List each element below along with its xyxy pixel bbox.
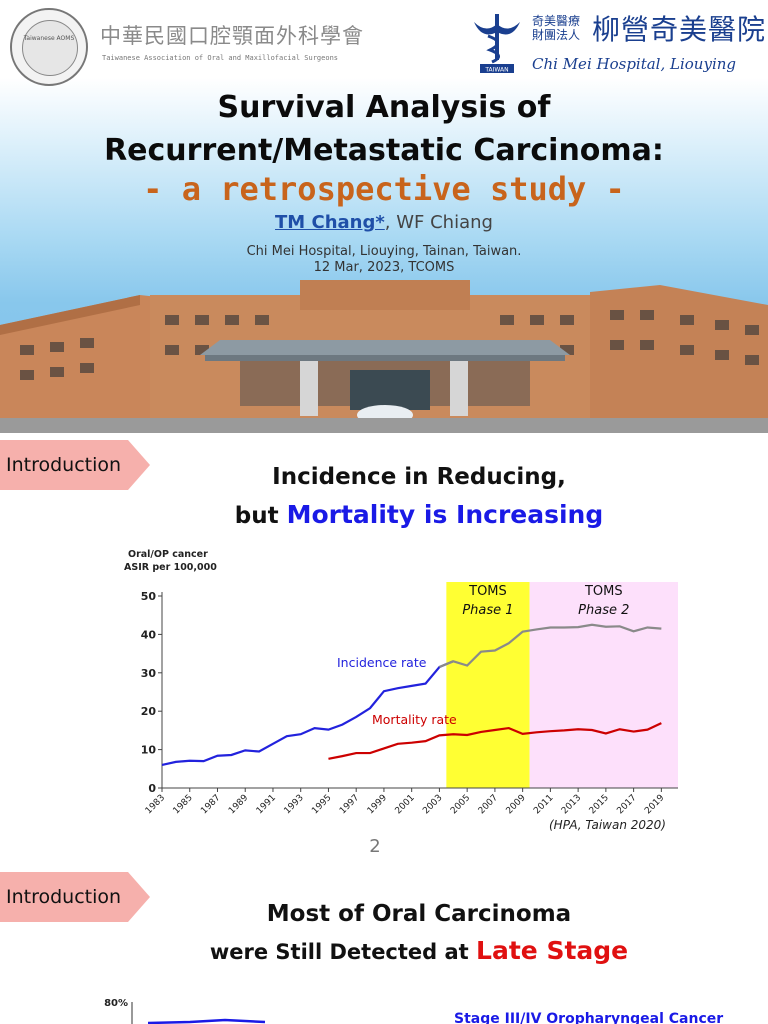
x-tick-label: 2013 [560,793,583,816]
x-tick-label: 2003 [421,793,444,816]
slide2-heading-prefix: but [234,503,287,529]
date-event: 12 Mar, 2023, TCOMS [313,260,455,275]
y-tick-label: 50 [141,590,157,603]
author-main[interactable]: TM Chang* [275,212,385,233]
y-axis-label-line1: Oral/OP cancer [128,549,208,560]
chart-citation: (HPA, Taiwan 2020) [549,818,666,832]
x-tick-label: 1995 [310,793,333,816]
x-tick-label: 2019 [643,793,666,816]
late-stage-series-label: Stage III/IV Oropharyngeal Cancer [454,1011,723,1024]
author-separator: , [384,212,397,233]
x-tick-label: 1997 [338,793,361,816]
chimei-small-line1: 奇美醫療 [532,14,581,28]
chimei-emblem-label: TAIWAN [484,67,508,74]
series-incidence-line-late [438,623,662,669]
x-tick-label: 1985 [172,793,195,816]
affiliation-block: Chi Mei Hospital, Liouying, Tainan, Taiw… [0,244,768,276]
y-tick-label: 0 [148,782,156,795]
author-other: WF Chiang [396,212,493,233]
association-emblem: Taiwanese AOMS [10,8,88,86]
hospital-building-image [0,280,768,433]
slide2-heading-highlight: Mortality is Increasing [286,500,604,529]
slide2-heading-line2: but Mortality is Increasing [0,500,768,529]
x-tick-label: 1987 [199,793,222,816]
association-emblem-text: Taiwanese AOMS [23,35,75,42]
band-label-2-line1: TOMS [584,584,623,599]
band-phase-1 [446,582,530,788]
slide3-heading-line1: Most of Oral Carcinoma [266,901,572,927]
x-tick-label: 2015 [588,793,611,816]
series-incidence-line-early [161,660,454,767]
x-tick-label: 1991 [255,793,278,816]
y-axis-label-line2: ASIR per 100,000 [124,562,217,573]
chart-labels: TOMS Phase 1 TOMS Phase 2 Oral/OP cancer ASIR… [124,549,629,727]
authors: TM Chang*, WF Chiang [0,212,768,233]
band-label-1-line2: Phase 1 [462,603,513,618]
y-tick-label: 40 [141,628,157,641]
y-tick-label: 30 [141,667,157,680]
subtitle: - a retrospective study - [143,170,625,208]
title-slide: Taiwanese AOMS 中華民國口腔顎面外科學會 Taiwanese As… [0,0,768,433]
x-tick-label: 1989 [227,793,250,816]
slide3-heading-line2: were Still Detected at Late Stage [0,936,768,965]
series-label-mortality: Mortality rate [372,712,457,727]
section-tag-introduction: Introduction [0,440,150,490]
slide2-heading-line1: Incidence in Reducing, [272,464,566,490]
slide3-heading-highlight: Late Stage [476,936,629,965]
chimei-hospital-name-cn: 柳營奇美醫院 [592,13,767,46]
title-line-2: Recurrent/Metastatic Carcinoma: [104,133,664,168]
y-tick-label: 10 [141,744,157,757]
x-tick-label: 2009 [504,793,527,816]
band-label-2-line2: Phase 2 [578,603,629,618]
association-name-cn: 中華民國口腔顎面外科學會 [100,24,364,48]
band-label-1-line1: TOMS [468,584,507,599]
late-stage-chart-ytick: 80% [104,998,128,1009]
x-tick-label: 1999 [366,793,389,816]
chart-bands [446,582,678,788]
x-tick-label: 1993 [283,793,306,816]
y-tick-label: 20 [141,705,157,718]
x-tick-label: 1983 [144,793,167,816]
chimei-hospital-name-en: Chi Mei Hospital, Liouying [532,55,737,73]
chart-series [161,623,662,767]
band-phase-2 [529,582,678,788]
affiliation: Chi Mei Hospital, Liouying, Tainan, Taiw… [246,244,522,259]
section-tag-introduction-2: Introduction [0,872,150,922]
series-label-incidence: Incidence rate [337,655,427,670]
late-stage-chart: 80% Stage III/IV Oropharyngeal Cancer [104,998,723,1024]
association-name-en: Taiwanese Association of Oral and Maxill… [102,54,339,62]
chimei-small-label: 奇美醫療 財團法人 [532,14,580,42]
series-mortality-line [328,722,662,760]
late-stage-series-line [147,1018,266,1024]
title-line-1: Survival Analysis of [217,90,551,125]
x-tick-label: 2011 [532,793,555,816]
x-tick-label: 2001 [394,793,417,816]
slide3-heading-prefix: were Still Detected at [209,940,477,964]
chimei-small-line2: 財團法人 [532,28,581,42]
x-tick-label: 2007 [477,793,500,816]
x-tick-label: 2005 [449,793,472,816]
x-tick-label: 2017 [615,793,638,816]
chimei-caduceus-icon: TAIWAN [474,14,520,74]
page-number: 2 [369,836,381,857]
